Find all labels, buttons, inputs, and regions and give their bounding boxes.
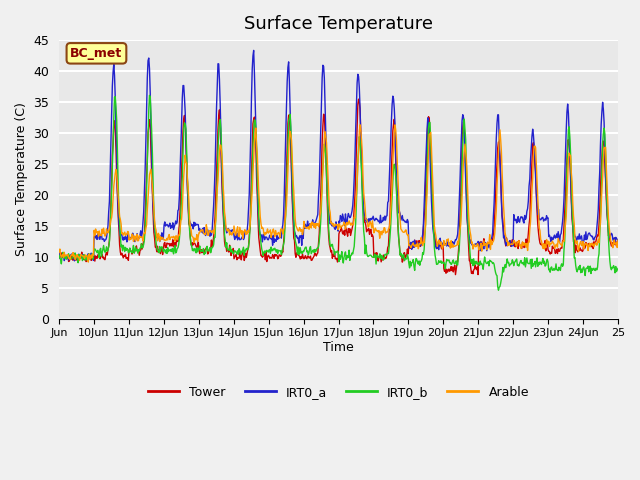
X-axis label: Time: Time (323, 341, 354, 354)
Title: Surface Temperature: Surface Temperature (244, 15, 433, 33)
Y-axis label: Surface Temperature (C): Surface Temperature (C) (15, 102, 28, 256)
Legend: Tower, IRT0_a, IRT0_b, Arable: Tower, IRT0_a, IRT0_b, Arable (143, 381, 534, 404)
Text: BC_met: BC_met (70, 47, 123, 60)
